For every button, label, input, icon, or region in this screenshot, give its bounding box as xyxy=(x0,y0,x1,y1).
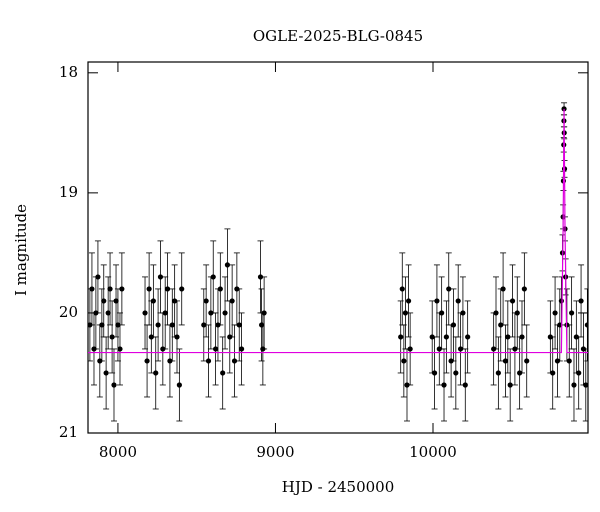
data-point xyxy=(155,322,161,328)
data-point xyxy=(95,274,101,280)
data-point xyxy=(146,286,152,292)
data-point xyxy=(552,310,558,316)
data-point xyxy=(257,274,264,280)
data-point xyxy=(89,286,95,292)
x-tick-label: 8000 xyxy=(99,443,137,461)
data-point xyxy=(584,322,588,328)
chart-title: OGLE-2025-BLG-0845 xyxy=(253,27,423,45)
data-point xyxy=(107,286,113,292)
data-point xyxy=(117,346,123,352)
data-point xyxy=(236,322,242,328)
x-tick-label: 10000 xyxy=(409,443,457,461)
data-point xyxy=(258,322,265,328)
data-point xyxy=(439,310,445,316)
model-curve xyxy=(88,108,588,354)
y-axis-label: I magnitude xyxy=(12,204,30,296)
data-point xyxy=(507,382,513,388)
plot-frame xyxy=(87,61,589,434)
data-point xyxy=(261,310,267,316)
data-point xyxy=(404,382,410,388)
data-point xyxy=(455,298,461,304)
data-point xyxy=(405,298,412,304)
data-point xyxy=(524,358,530,364)
data-point xyxy=(571,382,577,388)
data-point xyxy=(113,298,119,304)
data-point xyxy=(434,298,440,304)
data-point xyxy=(201,322,207,328)
data-point xyxy=(495,370,501,376)
data-point xyxy=(460,310,466,316)
data-point xyxy=(493,310,499,316)
data-point xyxy=(103,370,109,376)
data-point xyxy=(115,322,121,328)
data-point xyxy=(519,334,525,340)
data-point xyxy=(210,274,216,280)
data-point xyxy=(203,298,209,304)
data-point xyxy=(176,382,182,388)
data-point xyxy=(220,370,226,376)
data-point xyxy=(453,370,459,376)
data-point xyxy=(217,286,223,292)
data-point xyxy=(150,298,156,304)
data-point xyxy=(465,334,471,340)
data-point xyxy=(502,358,509,364)
data-point xyxy=(558,298,564,304)
data-point xyxy=(583,382,588,388)
data-point xyxy=(569,310,575,316)
x-axis-label: HJD - 2450000 xyxy=(282,478,395,496)
data-point xyxy=(142,310,148,316)
data-point xyxy=(229,298,235,304)
data-point xyxy=(401,358,407,364)
data-point xyxy=(521,286,527,292)
data-point xyxy=(119,286,125,292)
data-point xyxy=(566,358,572,364)
data-point xyxy=(144,358,150,364)
data-point xyxy=(153,370,159,376)
data-point xyxy=(101,298,107,304)
data-point xyxy=(446,286,452,292)
data-point xyxy=(398,334,404,340)
data-point xyxy=(431,370,438,376)
data-point xyxy=(222,310,228,316)
data-point xyxy=(157,274,164,280)
data-point xyxy=(441,382,447,388)
data-point xyxy=(505,334,511,340)
data-point xyxy=(205,358,212,364)
data-point xyxy=(402,310,409,316)
data-point xyxy=(462,382,468,388)
data-point xyxy=(443,334,449,340)
y-tick-label: 18 xyxy=(59,63,78,81)
data-point xyxy=(164,286,171,292)
data-point xyxy=(111,382,117,388)
data-point xyxy=(578,298,584,304)
x-tick-label: 9000 xyxy=(256,443,294,461)
data-point xyxy=(169,322,175,328)
data-point xyxy=(399,286,405,292)
data-point xyxy=(550,370,556,376)
data-point xyxy=(407,346,413,352)
y-tick-label: 21 xyxy=(59,423,78,441)
data-point xyxy=(109,334,115,340)
data-point xyxy=(174,334,180,340)
y-tick-label: 19 xyxy=(59,183,78,201)
data-point xyxy=(500,286,506,292)
data-point xyxy=(576,370,582,376)
data-point xyxy=(212,346,219,352)
data-point xyxy=(509,298,516,304)
data-point xyxy=(99,322,105,328)
data-point xyxy=(514,310,520,316)
y-tick-label: 20 xyxy=(59,303,78,321)
data-point xyxy=(231,358,238,364)
data-point xyxy=(162,310,168,316)
data-point xyxy=(224,262,231,268)
data-point xyxy=(179,286,185,292)
data-point xyxy=(450,322,457,328)
data-point xyxy=(105,310,111,316)
data-point xyxy=(238,346,245,352)
